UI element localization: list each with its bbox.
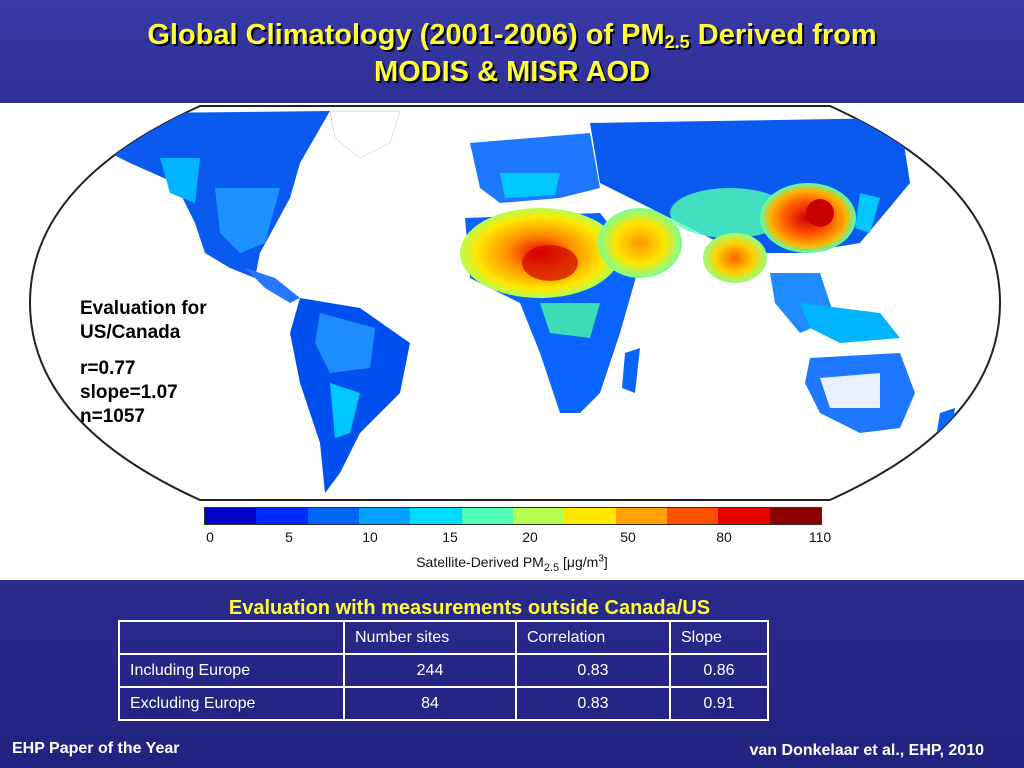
table-header-row: Number sites Correlation Slope (118, 620, 769, 655)
row-label: Excluding Europe (118, 686, 345, 721)
colorbar-ticks: 0 5 10 15 20 50 80 110 (0, 529, 1024, 549)
cb-label-pre: Satellite-Derived PM (416, 553, 544, 570)
cb-label-post-a: [ (559, 553, 567, 570)
colorbar-tick-label: 20 (522, 529, 538, 545)
colorbar-tick-label: 5 (285, 529, 293, 545)
colorbar-tick-label: 50 (620, 529, 636, 545)
north-america (100, 111, 330, 278)
world-pm25-map (28, 105, 1002, 501)
us-canada-evaluation: Evaluation for US/Canada r=0.77 slope=1.… (80, 297, 207, 429)
middle-east (598, 208, 682, 278)
india (703, 233, 767, 283)
table-row: Excluding Europe 84 0.83 0.91 (118, 686, 769, 721)
colorbar-segment (512, 508, 565, 524)
colorbar-segment (615, 508, 667, 524)
row-label: Including Europe (118, 653, 345, 688)
footer-left: EHP Paper of the Year (12, 740, 180, 757)
colorbar-segment (769, 508, 821, 524)
central-america (245, 268, 300, 303)
amazon-region (315, 313, 375, 373)
eval-r: r=0.77 (80, 358, 136, 379)
slide-title: Global Climatology (2001-2006) of PM2.5 … (0, 17, 1024, 91)
title-line1-pre: Global Climatology (2001-2006) of PM (147, 19, 665, 51)
row-slope: 0.91 (669, 686, 769, 721)
north-america-west (160, 158, 200, 203)
table-row: Including Europe 244 0.83 0.86 (118, 653, 769, 688)
evaluation-table: Number sites Correlation Slope Including… (118, 620, 769, 721)
eval-line1: Evaluation for (80, 298, 207, 319)
title-bar: Global Climatology (2001-2006) of PM2.5 … (0, 0, 1024, 103)
row-sites: 84 (343, 686, 517, 721)
south-america-center (330, 383, 360, 438)
evaluation-table-caption: Evaluation with measurements outside Can… (228, 597, 711, 619)
greenland (329, 110, 401, 159)
pm25-colorbar (204, 507, 822, 525)
australia-interior (820, 373, 880, 408)
cb-label-sup: 3 (598, 553, 604, 564)
eval-n: n=1057 (80, 406, 145, 427)
eval-line2: US/Canada (80, 322, 181, 343)
title-subscript: 2.5 (664, 32, 690, 52)
central-africa (540, 303, 600, 338)
header-correlation: Correlation (515, 620, 671, 655)
evaluation-panel: Evaluation with measurements outside Can… (0, 580, 1024, 768)
colorbar-segment (666, 508, 719, 524)
row-sites: 244 (343, 653, 517, 688)
europe-central (500, 173, 560, 198)
eval-slope: slope=1.07 (80, 382, 178, 403)
colorbar-tick-label: 15 (442, 529, 458, 545)
colorbar-segment (307, 508, 359, 524)
colorbar-tick-label: 110 (808, 529, 832, 545)
colorbar-segment (718, 508, 770, 524)
colorbar-tick-label: 10 (362, 529, 378, 545)
row-correlation: 0.83 (515, 686, 671, 721)
madagascar (622, 348, 640, 393)
central-asia (670, 188, 790, 238)
japan (855, 193, 880, 233)
cb-label-end: ] (603, 553, 608, 570)
bodele-hotspot (522, 245, 578, 281)
colorbar-segment (358, 508, 411, 524)
header-cell-empty (118, 620, 345, 655)
colorbar-tick-label: 0 (206, 529, 214, 545)
footer-citation: van Donkelaar et al., EHP, 2010 (749, 742, 985, 759)
row-slope: 0.86 (669, 653, 769, 688)
cb-label-mu: μ (566, 553, 575, 570)
colorbar-label: Satellite-Derived PM2.5 [μg/m3] (0, 553, 1024, 573)
header-slope: Slope (669, 620, 769, 655)
title-line1-post: Derived from (689, 19, 877, 51)
colorbar-segment (564, 508, 616, 524)
china-hotspot (806, 199, 834, 227)
colorbar-segment (205, 508, 257, 524)
cb-label-post-b: g/m (574, 553, 599, 570)
map-panel (0, 103, 1024, 580)
north-america-east (215, 188, 280, 253)
indonesia (800, 303, 900, 343)
colorbar-segment (461, 508, 513, 524)
cb-label-sub: 2.5 (543, 561, 560, 574)
colorbar-segment (410, 508, 462, 524)
title-line2: MODIS & MISR AOD (373, 56, 651, 88)
colorbar-tick-label: 80 (716, 529, 732, 545)
header-number-sites: Number sites (343, 620, 517, 655)
row-correlation: 0.83 (515, 653, 671, 688)
colorbar-segment (256, 508, 308, 524)
